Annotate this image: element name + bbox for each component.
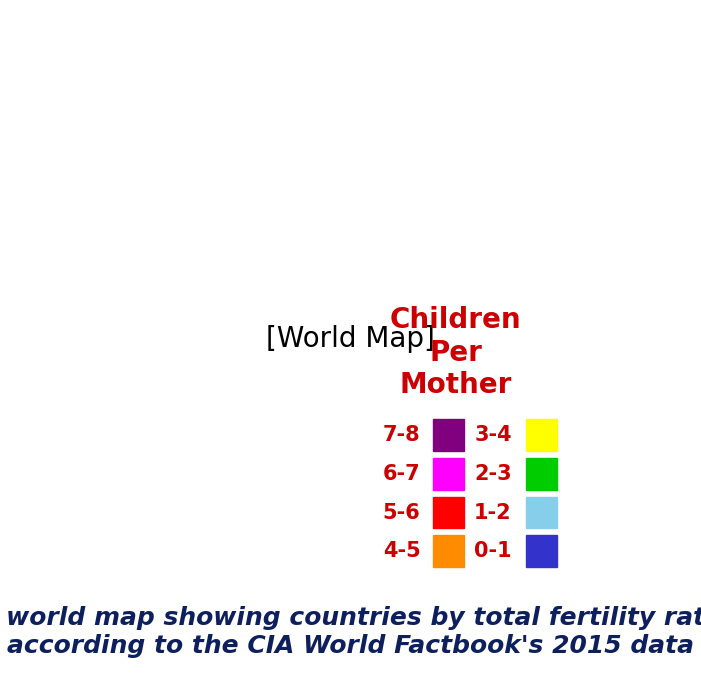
Text: 7-8: 7-8 bbox=[383, 425, 421, 445]
Text: Children
Per
Mother: Children Per Mother bbox=[390, 306, 522, 399]
Bar bbox=[526, 458, 557, 490]
Text: A world map showing countries by total fertility rate
according to the CIA World: A world map showing countries by total f… bbox=[0, 606, 701, 658]
Text: [World Map]: [World Map] bbox=[266, 325, 435, 353]
Bar bbox=[526, 536, 557, 567]
Text: 2-3: 2-3 bbox=[474, 464, 512, 484]
Text: 4-5: 4-5 bbox=[383, 541, 421, 561]
Text: Total Fertility Rate: Total Fertility Rate bbox=[1, 12, 700, 79]
Bar bbox=[526, 419, 557, 451]
Text: 1-2: 1-2 bbox=[474, 502, 512, 523]
Bar bbox=[433, 536, 465, 567]
Bar bbox=[526, 497, 557, 528]
Text: 6-7: 6-7 bbox=[383, 464, 421, 484]
Bar bbox=[433, 458, 465, 490]
Text: 5-6: 5-6 bbox=[383, 502, 421, 523]
Text: 0-1: 0-1 bbox=[474, 541, 512, 561]
Bar bbox=[433, 497, 465, 528]
Bar bbox=[433, 419, 465, 451]
Text: 3-4: 3-4 bbox=[474, 425, 512, 445]
